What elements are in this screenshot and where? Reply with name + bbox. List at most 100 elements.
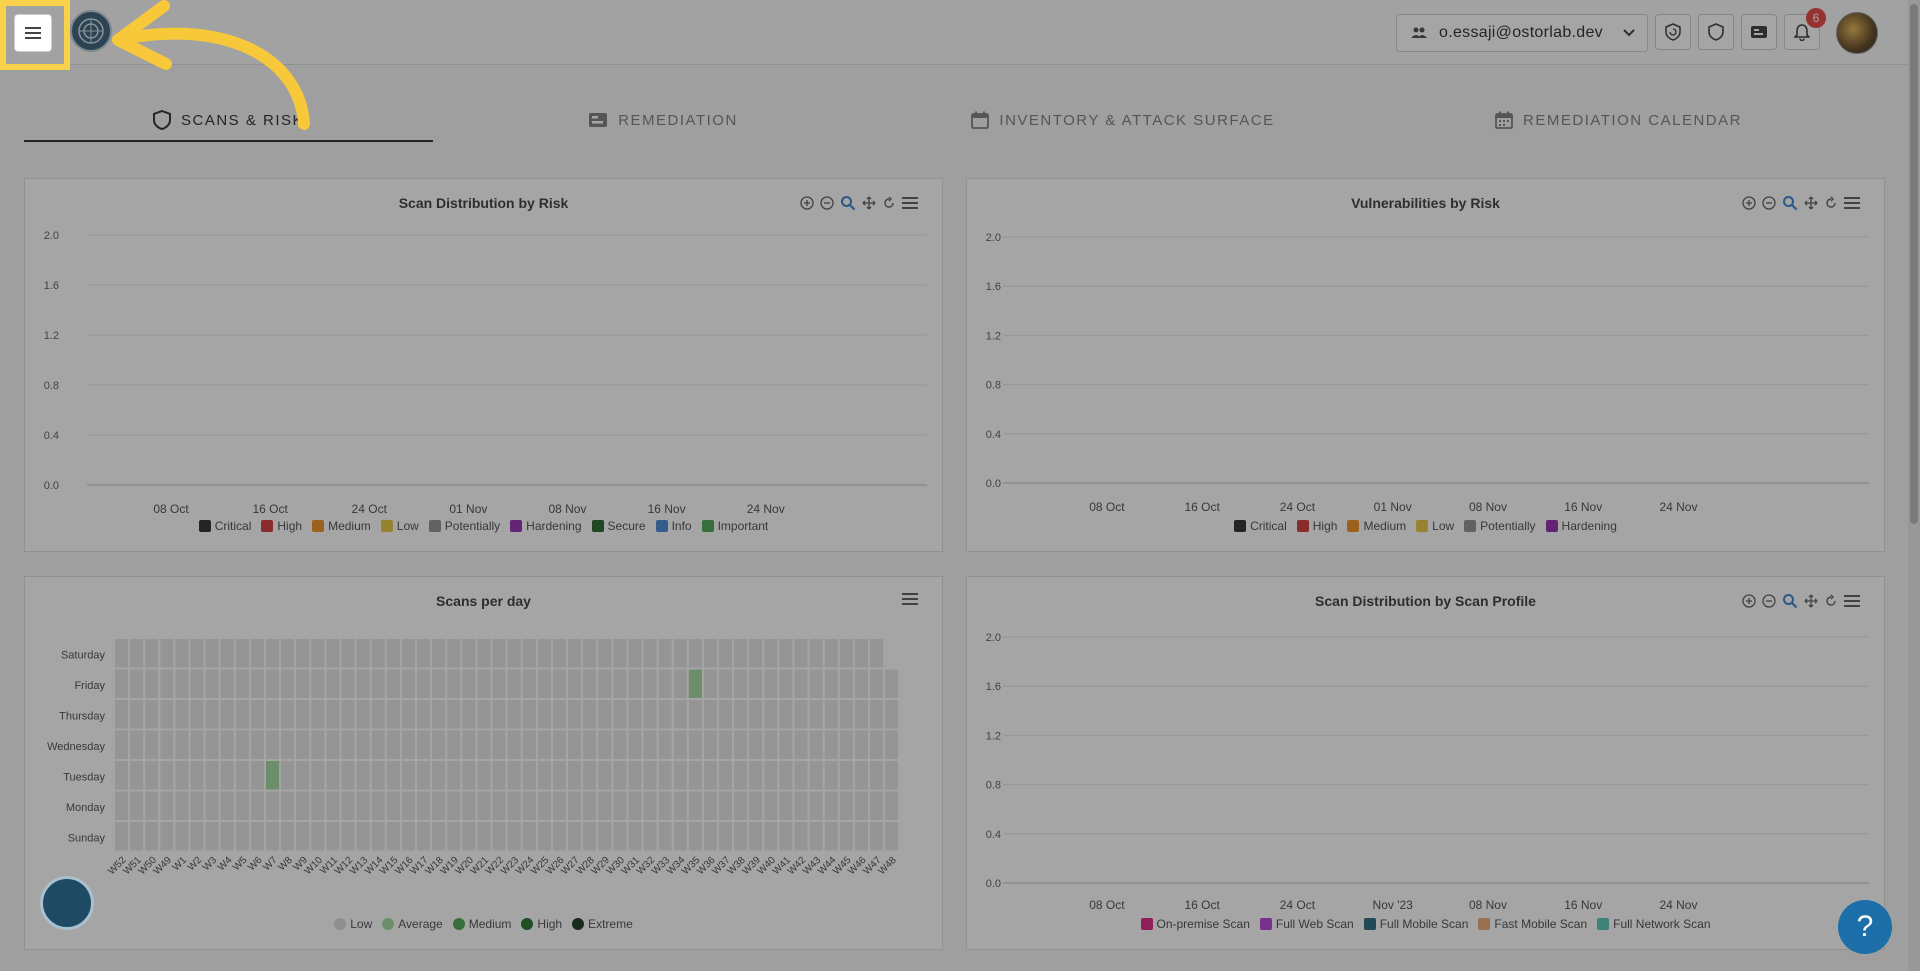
heatmap-cell [870, 822, 884, 851]
x-tick-label: 08 Nov [1469, 500, 1507, 514]
heatmap-cell [688, 669, 702, 698]
heatmap-cell [296, 669, 310, 698]
heatmap-cell [220, 761, 234, 790]
heatmap-cell [779, 822, 793, 851]
scrollbar-thumb[interactable] [1910, 4, 1918, 524]
heatmap-cell [779, 639, 793, 668]
legend-swatch [1545, 520, 1558, 532]
menu-button[interactable] [14, 14, 52, 52]
chat-widget-logo[interactable] [40, 876, 94, 930]
tickets-button[interactable] [1741, 14, 1777, 50]
legend-item[interactable]: Important [701, 519, 768, 533]
magnifier-icon[interactable] [1782, 593, 1798, 609]
heatmap-cell [401, 639, 415, 668]
user-avatar[interactable] [1836, 12, 1878, 54]
legend-item[interactable]: Critical [1234, 519, 1287, 533]
heatmap-cell [432, 639, 446, 668]
legend-item[interactable]: On-premise Scan [1140, 917, 1250, 931]
legend-item[interactable]: High [521, 917, 562, 931]
heatmap-cell [885, 730, 899, 759]
legend-item[interactable]: Low [380, 519, 419, 533]
chart-menu-icon[interactable] [1844, 595, 1860, 607]
heatmap-cell [537, 822, 551, 851]
legend-item[interactable]: Secure [591, 519, 646, 533]
help-button[interactable]: ? [1838, 900, 1892, 954]
panel-scan-distribution-risk: Scan Distribution by Risk 2.0 1.6 1.2 0.8 0.… [24, 178, 943, 552]
legend-item[interactable]: Average [382, 917, 443, 931]
heatmap-cell [839, 761, 853, 790]
heatmap-cell [447, 700, 461, 729]
heatmap-cell [417, 639, 431, 668]
page-scrollbar[interactable] [1908, 0, 1920, 971]
legend-item[interactable]: Medium [452, 917, 511, 931]
tab-inventory[interactable]: INVENTORY & ATTACK SURFACE [893, 100, 1353, 140]
heatmap-cell [160, 761, 174, 790]
shield-refresh-button[interactable] [1655, 14, 1691, 50]
legend-item[interactable]: Critical [198, 519, 251, 533]
reset-icon[interactable] [1824, 196, 1838, 210]
reset-icon[interactable] [882, 196, 896, 210]
heatmap-cell [371, 822, 385, 851]
legend-item[interactable]: Hardening [510, 519, 582, 533]
legend-item[interactable]: Full Web Scan [1259, 917, 1354, 931]
heatmap-cell [719, 791, 733, 820]
legend-item[interactable]: Full Mobile Scan [1363, 917, 1468, 931]
zoom-out-icon[interactable] [820, 196, 834, 210]
x-tick-label: 08 Oct [153, 502, 189, 516]
legend-item[interactable]: Medium [312, 519, 371, 533]
heatmap-cell [386, 700, 400, 729]
legend-item[interactable]: Potentially [1464, 519, 1536, 533]
pan-icon[interactable] [1804, 196, 1818, 210]
security-button[interactable] [1698, 14, 1734, 50]
heatmap-cell [190, 669, 204, 698]
heatmap-cell [447, 761, 461, 790]
zoom-out-icon[interactable] [1762, 594, 1776, 608]
legend-item[interactable]: High [261, 519, 302, 533]
legend-item[interactable]: Hardening [1545, 519, 1617, 533]
heatmap-cell [507, 822, 521, 851]
zoom-in-icon[interactable] [1742, 196, 1756, 210]
zoom-in-icon[interactable] [1742, 594, 1756, 608]
pan-icon[interactable] [862, 196, 876, 210]
reset-icon[interactable] [1824, 594, 1838, 608]
legend-item[interactable]: Potentially [428, 519, 500, 533]
legend-item[interactable]: Extreme [572, 917, 633, 931]
zoom-out-icon[interactable] [1762, 196, 1776, 210]
heatmap-cell [266, 639, 280, 668]
heatmap-cell [326, 700, 340, 729]
heatmap-cell [311, 700, 325, 729]
legend-item[interactable]: High [1296, 519, 1337, 533]
heatmap-cell [703, 822, 717, 851]
legend-item[interactable]: Low [1416, 519, 1454, 533]
legend-item[interactable]: Medium [1347, 519, 1406, 533]
heatmap-cell [703, 761, 717, 790]
chart-menu-icon[interactable] [1844, 197, 1860, 209]
y-tick-label: 2.0 [986, 632, 1001, 644]
zoom-in-icon[interactable] [800, 196, 814, 210]
organization-select[interactable]: o.essaji@ostorlab.dev [1396, 14, 1648, 52]
logo-emblem-icon [78, 18, 104, 44]
magnifier-icon[interactable] [840, 195, 856, 211]
top-header: o.essaji@ostorlab.dev 6 [0, 0, 1920, 65]
heatmap-cell [870, 791, 884, 820]
legend-label: Critical [1250, 519, 1287, 533]
tab-remediation[interactable]: REMEDIATION [433, 100, 893, 140]
heatmap-cell [839, 822, 853, 851]
legend-item[interactable]: Full Network Scan [1597, 917, 1711, 931]
heatmap-cell [764, 761, 778, 790]
chart-menu-icon[interactable] [902, 197, 918, 209]
heatmap-cell [734, 791, 748, 820]
legend-item[interactable]: Info [655, 519, 692, 533]
heatmap-cell [371, 669, 385, 698]
legend-item[interactable]: Fast Mobile Scan [1478, 917, 1587, 931]
heatmap-cell [205, 822, 219, 851]
chart-legend: Critical High Medium Low Potentially Hardenin… [967, 519, 1884, 533]
tab-scans-risk[interactable]: SCANS & RISK [24, 100, 433, 142]
app-logo[interactable] [70, 10, 112, 52]
x-tick-label: 08 Nov [548, 502, 586, 516]
magnifier-icon[interactable] [1782, 195, 1798, 211]
tab-remediation-calendar[interactable]: REMEDIATION CALENDAR [1353, 100, 1884, 140]
pan-icon[interactable] [1804, 594, 1818, 608]
chart-menu-icon[interactable] [902, 593, 918, 605]
legend-item[interactable]: Low [334, 917, 372, 931]
